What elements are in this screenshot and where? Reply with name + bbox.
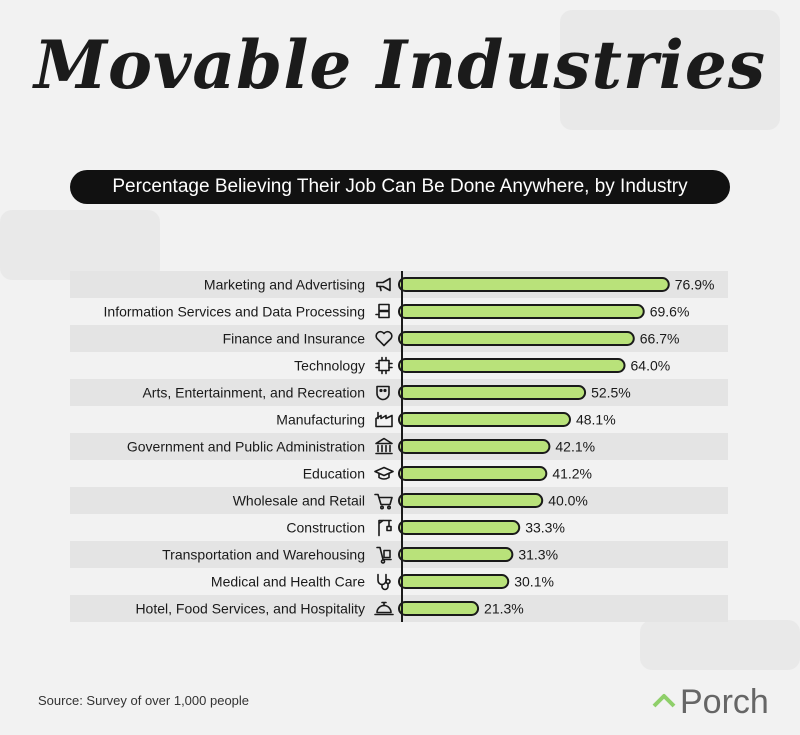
shopping-cart-icon: [374, 493, 393, 510]
category-label: Transportation and Warehousing: [162, 547, 365, 563]
category-label: Arts, Entertainment, and Recreation: [142, 385, 365, 401]
category-label: Information Services and Data Processing: [104, 304, 365, 320]
value-label: 41.2%: [552, 466, 592, 482]
bar: [398, 601, 480, 616]
crane-icon: [378, 519, 392, 537]
value-label: 33.3%: [525, 520, 565, 536]
source-note: Source: Survey of over 1,000 people: [38, 693, 250, 708]
value-label: 21.3%: [484, 601, 524, 617]
handshake-heart-icon: [375, 330, 393, 347]
graduation-cap-icon: [374, 466, 394, 480]
category-label: Construction: [286, 520, 365, 536]
value-label: 40.0%: [548, 493, 588, 509]
bar: [398, 412, 571, 427]
value-label: 69.6%: [650, 304, 690, 320]
porch-logo: Porch: [652, 682, 769, 722]
value-label: 76.9%: [675, 277, 715, 293]
category-label: Wholesale and Retail: [233, 493, 365, 509]
value-label: 66.7%: [640, 331, 680, 347]
server-icon: [375, 303, 390, 319]
value-label: 48.1%: [576, 412, 616, 428]
subtitle: Percentage Believing Their Job Can Be Do…: [70, 170, 730, 204]
bar: [398, 520, 521, 535]
theater-masks-icon: [376, 385, 390, 401]
bar: [398, 574, 510, 589]
category-label: Technology: [294, 358, 365, 374]
bar: [398, 331, 635, 346]
category-label: Finance and Insurance: [223, 331, 366, 347]
category-label: Education: [303, 466, 365, 482]
bar: [398, 466, 548, 481]
category-label: Manufacturing: [276, 412, 365, 428]
bar: [398, 277, 670, 292]
category-label: Marketing and Advertising: [204, 277, 365, 293]
logo-text: Porch: [680, 682, 769, 721]
chip-icon: [375, 356, 393, 375]
megaphone-icon: [376, 277, 391, 292]
value-label: 42.1%: [555, 439, 595, 455]
bar: [398, 304, 645, 319]
category-label: Hotel, Food Services, and Hospitality: [135, 601, 365, 617]
stethoscope-icon: [377, 573, 391, 591]
value-label: 31.3%: [518, 547, 558, 563]
background-shape: [640, 620, 800, 670]
value-label: 30.1%: [514, 574, 554, 590]
bar: [398, 493, 544, 508]
background-shape: [560, 10, 780, 130]
category-label: Government and Public Administration: [127, 439, 365, 455]
category-label: Medical and Health Care: [211, 574, 365, 590]
bar: [398, 439, 551, 454]
value-label: 52.5%: [591, 385, 631, 401]
background-shape: [0, 210, 160, 280]
value-label: 64.0%: [631, 358, 671, 374]
hand-truck-icon: [376, 546, 392, 564]
service-bell-icon: [374, 601, 394, 616]
bar: [398, 547, 514, 562]
house-roof-icon: [652, 694, 676, 708]
factory-icon: [375, 411, 393, 428]
government-building-icon: [375, 437, 393, 455]
bar: [398, 358, 626, 373]
page-title: Movable Industries: [33, 26, 766, 104]
bar: [398, 385, 587, 400]
